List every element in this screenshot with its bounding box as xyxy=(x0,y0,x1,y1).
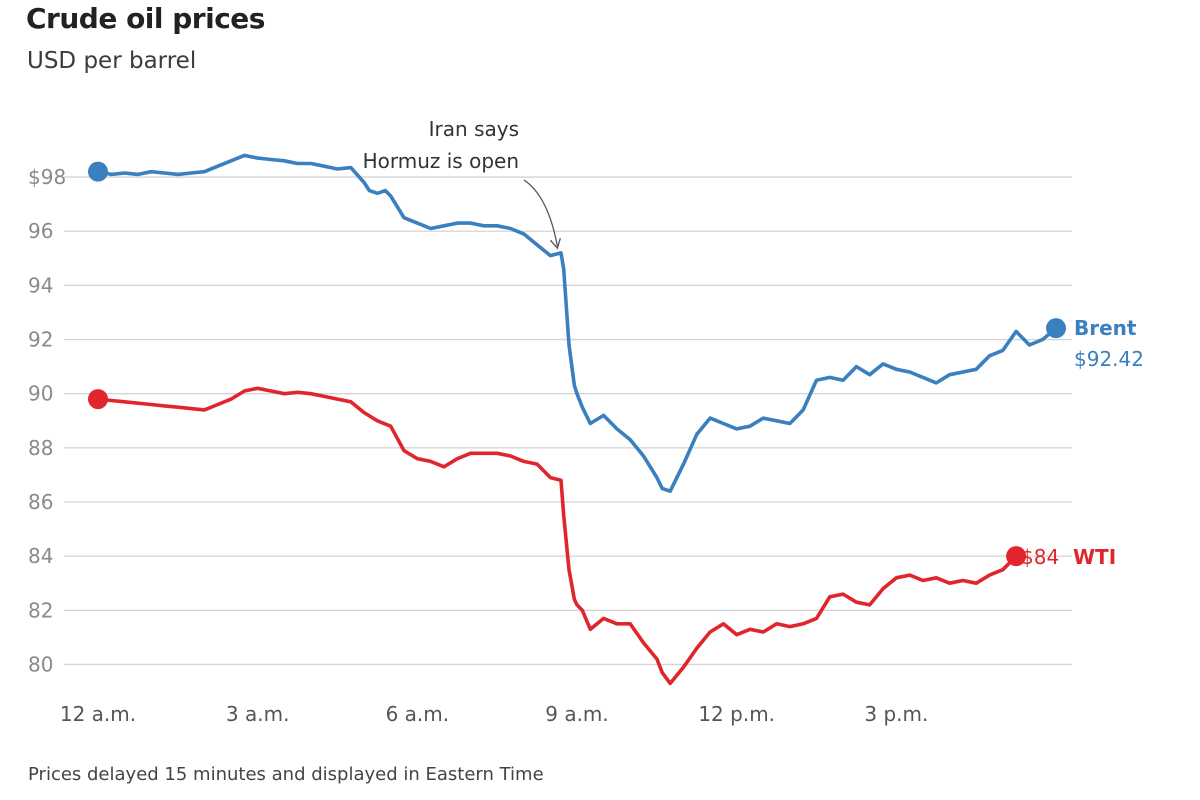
x-tick-label: 6 a.m. xyxy=(386,702,450,726)
series-end-labels: Brent $92.42 $84 WTI xyxy=(1021,316,1144,569)
x-tick-label: 12 a.m. xyxy=(60,702,136,726)
chart-title: Crude oil prices xyxy=(26,2,265,35)
y-tick-label: 86 xyxy=(28,490,53,514)
annotation-text-line-2: Hormuz is open xyxy=(363,149,519,173)
y-tick-label: 82 xyxy=(28,598,53,622)
wti-end-point xyxy=(1006,546,1027,567)
y-tick-label: 94 xyxy=(28,273,53,297)
wti-value-label: $84 xyxy=(1021,545,1059,569)
wti-start-point xyxy=(88,389,108,410)
wti-label: WTI xyxy=(1073,545,1116,569)
y-tick-label: 84 xyxy=(28,544,53,568)
y-tick-label: 80 xyxy=(28,652,53,676)
chart-subtitle: USD per barrel xyxy=(27,48,197,74)
x-tick-label: 3 a.m. xyxy=(226,702,290,726)
annotation-arrow xyxy=(523,179,559,247)
brent-value-label: $92.42 xyxy=(1074,347,1144,371)
annotation-arrowhead xyxy=(549,237,562,250)
brent-line xyxy=(96,153,1058,493)
wti-line xyxy=(96,386,1018,686)
brent-end-point xyxy=(1046,318,1067,339)
x-tick-label: 9 a.m. xyxy=(545,702,609,726)
annotation-text-line-1: Iran says xyxy=(429,117,519,141)
footnote: Prices delayed 15 minutes and displayed … xyxy=(28,764,544,785)
y-tick-label: 96 xyxy=(28,219,53,243)
y-axis-ticks: 80 82 84 86 88 90 92 94 96 $98 xyxy=(28,165,66,676)
y-tick-label: $98 xyxy=(28,165,66,189)
series-lines xyxy=(88,153,1067,686)
annotations: Iran says Hormuz is open xyxy=(363,117,562,250)
y-tick-label: 90 xyxy=(28,382,53,406)
gridlines xyxy=(64,176,1072,666)
x-axis-ticks: 12 a.m. 3 a.m. 6 a.m. 9 a.m. 12 p.m. 3 p.m. xyxy=(60,702,928,726)
x-tick-label: 12 p.m. xyxy=(698,702,775,726)
y-tick-label: 88 xyxy=(28,436,53,460)
brent-start-point xyxy=(88,161,108,182)
brent-label: Brent xyxy=(1074,316,1137,340)
x-tick-label: 3 p.m. xyxy=(864,702,928,726)
y-tick-label: 92 xyxy=(28,328,53,352)
